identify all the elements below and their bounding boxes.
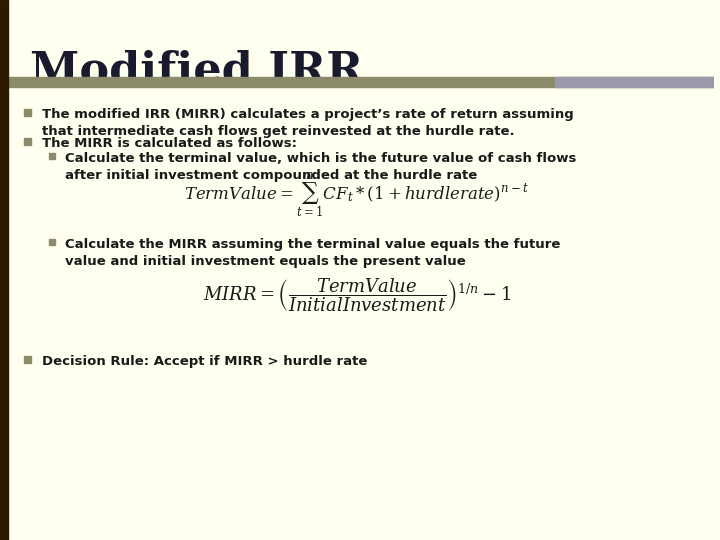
Bar	[555, 77, 714, 87]
Bar	[24, 138, 31, 145]
Text: Decision Rule: Accept if MIRR > hurdle rate: Decision Rule: Accept if MIRR > hurdle r…	[42, 355, 367, 368]
Text: The modified IRR (MIRR) calculates a project’s rate of return assuming
that inte: The modified IRR (MIRR) calculates a pro…	[42, 108, 573, 138]
Bar	[8, 77, 714, 87]
Bar	[48, 239, 55, 245]
Bar	[0, 0, 8, 540]
Text: $TermValue = \sum_{t=1}^{n} CF_t * \left(1 + hurdlerate\right)^{n-t}$: $TermValue = \sum_{t=1}^{n} CF_t * \left…	[184, 171, 529, 220]
Bar	[24, 355, 31, 362]
Text: $MIRR = \left(\dfrac{TermValue}{InitialInvestment}\right)^{1/n} - 1$: $MIRR = \left(\dfrac{TermValue}{InitialI…	[203, 276, 511, 314]
Text: Calculate the MIRR assuming the terminal value equals the future
value and initi: Calculate the MIRR assuming the terminal…	[66, 238, 561, 268]
Text: Calculate the terminal value, which is the future value of cash flows
after init: Calculate the terminal value, which is t…	[66, 152, 577, 182]
Text: The MIRR is calculated as follows:: The MIRR is calculated as follows:	[42, 137, 297, 150]
Bar	[24, 109, 31, 116]
Bar	[48, 153, 55, 159]
Text: Modified IRR: Modified IRR	[30, 50, 363, 93]
